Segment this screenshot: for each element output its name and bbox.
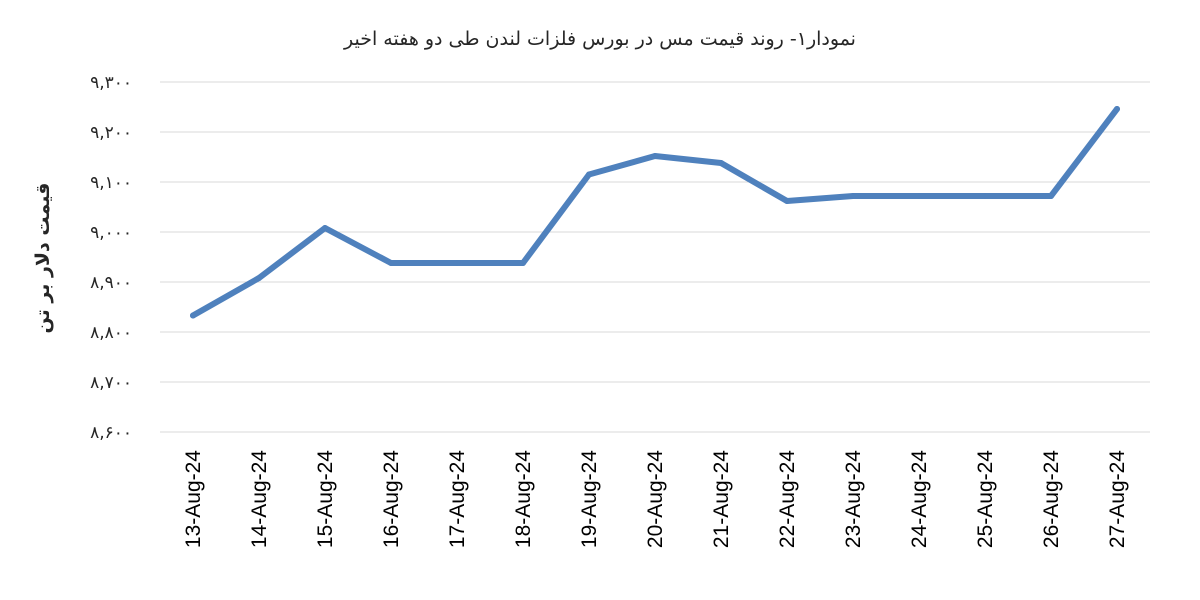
x-tick-label: 18-Aug-24 [512, 450, 535, 548]
data-point [190, 312, 196, 319]
x-tick-label: 23-Aug-24 [842, 450, 865, 548]
y-tick-label: ۹,۰۰۰ [90, 223, 132, 243]
y-tick-label: ۸,۷۰۰ [90, 373, 132, 393]
x-tick-label: 21-Aug-24 [710, 450, 733, 548]
chart-title: نمودار۱- روند قیمت مس در بورس فلزات لندن… [344, 28, 856, 50]
data-point [256, 275, 262, 281]
x-tick-label: 22-Aug-24 [776, 450, 799, 548]
x-tick-label: 15-Aug-24 [314, 450, 337, 548]
data-point [520, 260, 526, 266]
y-tick-label: ۹,۲۰۰ [90, 123, 132, 143]
data-point [454, 260, 460, 266]
data-point [916, 193, 922, 199]
x-tick-label: 16-Aug-24 [380, 450, 403, 548]
data-point [1048, 193, 1054, 199]
data-point [652, 153, 658, 159]
data-point [388, 260, 394, 266]
data-point [982, 193, 988, 199]
data-point [784, 198, 790, 204]
series-line [190, 106, 1120, 319]
y-tick-label: ۸,۸۰۰ [90, 323, 132, 343]
x-tick-label: 24-Aug-24 [908, 450, 931, 548]
x-tick-label: 25-Aug-24 [974, 450, 997, 548]
x-tick-label: 20-Aug-24 [644, 450, 667, 548]
data-point [1114, 106, 1120, 112]
data-point [322, 225, 328, 231]
data-point [850, 193, 856, 199]
x-tick-label: 27-Aug-24 [1106, 450, 1129, 548]
data-point [586, 171, 592, 178]
y-tick-label: ۸,۶۰۰ [90, 423, 132, 443]
data-point [718, 160, 724, 166]
x-tick-label: 26-Aug-24 [1040, 450, 1063, 548]
y-tick-label: ۸,۹۰۰ [90, 273, 132, 293]
x-tick-label: 17-Aug-24 [446, 450, 469, 548]
y-tick-label: ۹,۳۰۰ [90, 73, 132, 93]
x-tick-label: 13-Aug-24 [182, 450, 205, 548]
x-tick-label: 19-Aug-24 [578, 450, 601, 548]
x-tick-label: 14-Aug-24 [248, 450, 271, 548]
y-tick-label: ۹,۱۰۰ [90, 173, 132, 193]
